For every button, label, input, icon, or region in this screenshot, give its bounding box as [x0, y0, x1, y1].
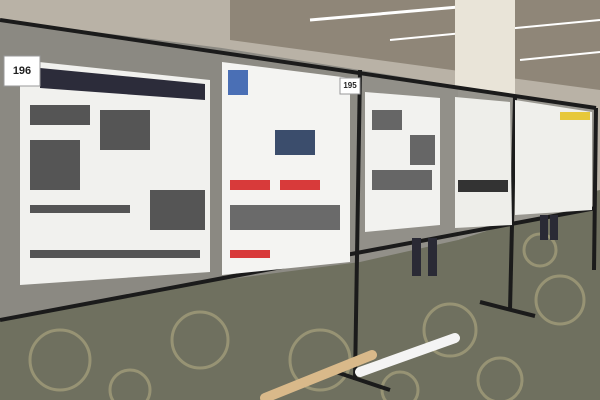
poster-content	[458, 180, 508, 192]
carpet-pattern	[28, 232, 586, 400]
label-card	[339, 77, 361, 95]
poster	[515, 100, 592, 215]
poster-header	[40, 68, 205, 100]
ceiling-light	[309, 4, 471, 22]
poster	[455, 97, 512, 228]
poster-content	[228, 70, 340, 258]
poster-content	[30, 105, 205, 258]
board-number: 195	[343, 81, 357, 90]
poster-content	[372, 110, 435, 190]
board-number: 196	[13, 65, 31, 77]
poster-content	[560, 112, 590, 120]
carpet	[0, 190, 600, 400]
poster-tube	[355, 333, 460, 377]
person-legs	[412, 215, 558, 276]
ceiling-light	[519, 51, 600, 61]
poster-tube	[260, 350, 377, 400]
label-card	[3, 55, 41, 87]
